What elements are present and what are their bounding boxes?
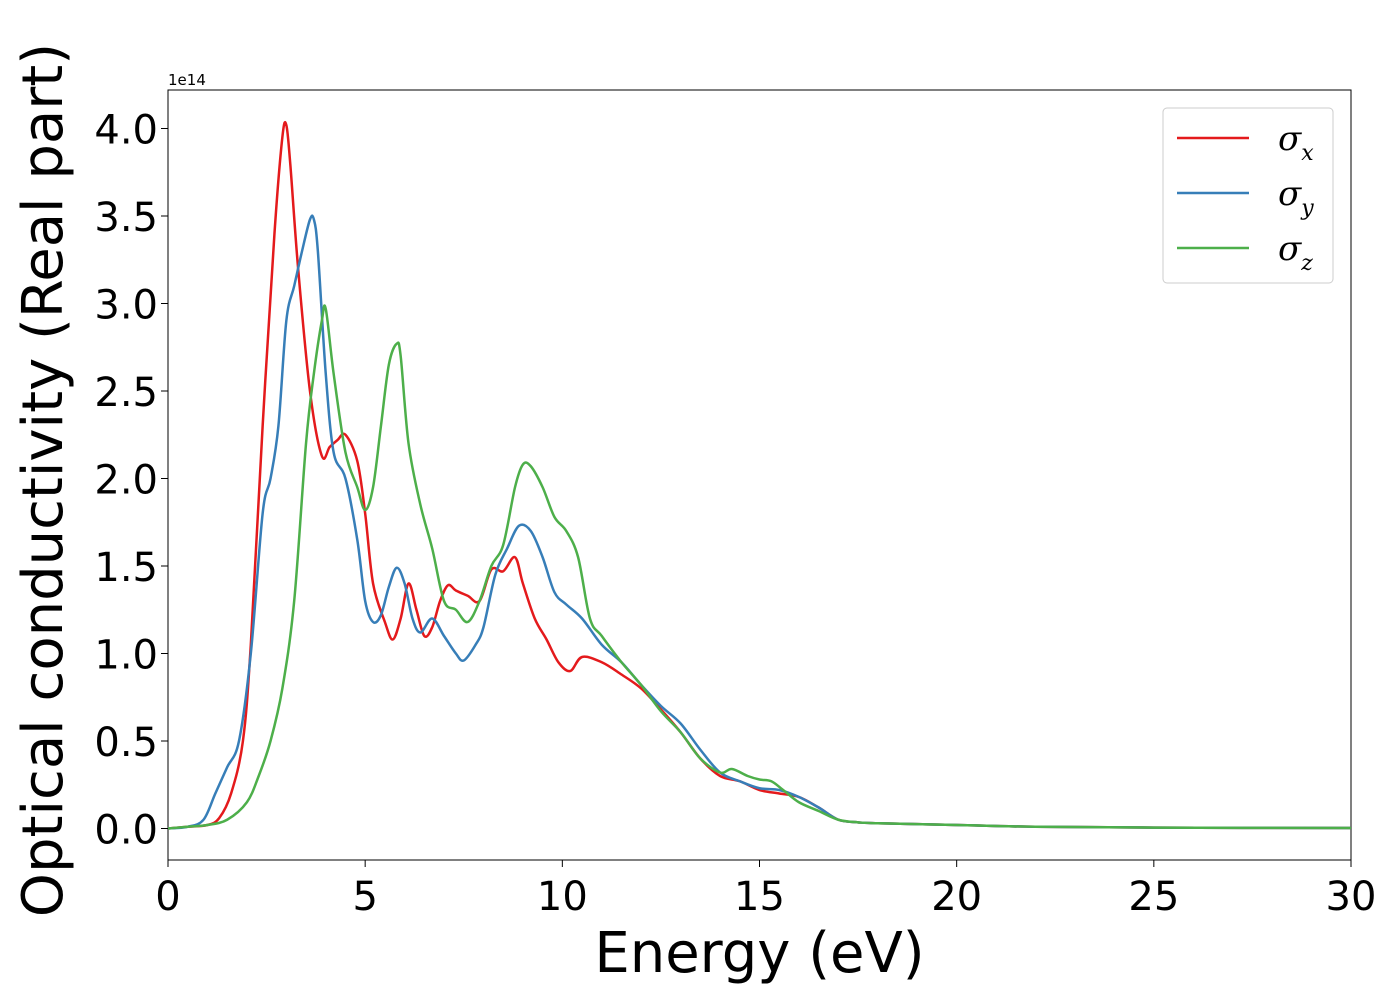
- series-line-z: [167, 304, 1352, 830]
- y-tick-label: 2.0: [94, 458, 158, 504]
- y-axis: 0.0 0.5 1.0 1.5 2.0 2.5 3.0 3.5 4.0: [94, 108, 168, 854]
- y-tick-label: 3.0: [94, 283, 158, 329]
- legend-subscript: x: [1301, 141, 1314, 166]
- x-tick-label: 25: [1128, 874, 1179, 920]
- legend-box: [1162, 107, 1334, 284]
- x-tick-label: 15: [734, 874, 785, 920]
- x-tick-label: 20: [931, 874, 982, 920]
- series-layer: [167, 120, 1352, 830]
- y-tick-label: 1.5: [94, 545, 158, 591]
- x-tick-label: 10: [537, 874, 588, 920]
- legend-symbol: σ: [1278, 229, 1302, 269]
- legend-label-y: σy: [1278, 174, 1314, 221]
- y-tick-label: 0.0: [94, 808, 158, 854]
- x-tick-label: 5: [352, 874, 377, 920]
- x-tick-label: 30: [1326, 874, 1377, 920]
- legend-subscript: y: [1300, 196, 1314, 221]
- y-tick-label: 1.0: [94, 633, 158, 679]
- legend-symbol: σ: [1278, 174, 1302, 214]
- series-line-y: [167, 214, 1352, 830]
- y-tick-label: 4.0: [94, 108, 158, 154]
- y-tick-label: 2.5: [94, 370, 158, 416]
- y-tick-label: 3.5: [94, 195, 158, 241]
- legend-label-z: σz: [1278, 229, 1313, 276]
- x-tick-label: 0: [155, 874, 180, 920]
- y-axis-label: Optical conductivity (Real part): [11, 43, 76, 917]
- x-axis-label: Energy (eV): [594, 921, 924, 986]
- y-offset-label: 1e14: [168, 71, 206, 89]
- series-line-x: [167, 120, 1352, 830]
- legend-subscript: z: [1300, 251, 1313, 276]
- y-tick-label: 0.5: [94, 720, 158, 766]
- legend-label-x: σx: [1278, 119, 1314, 166]
- x-axis: 0 5 10 15 20 25 30: [155, 860, 1376, 920]
- legend-symbol: σ: [1278, 119, 1302, 159]
